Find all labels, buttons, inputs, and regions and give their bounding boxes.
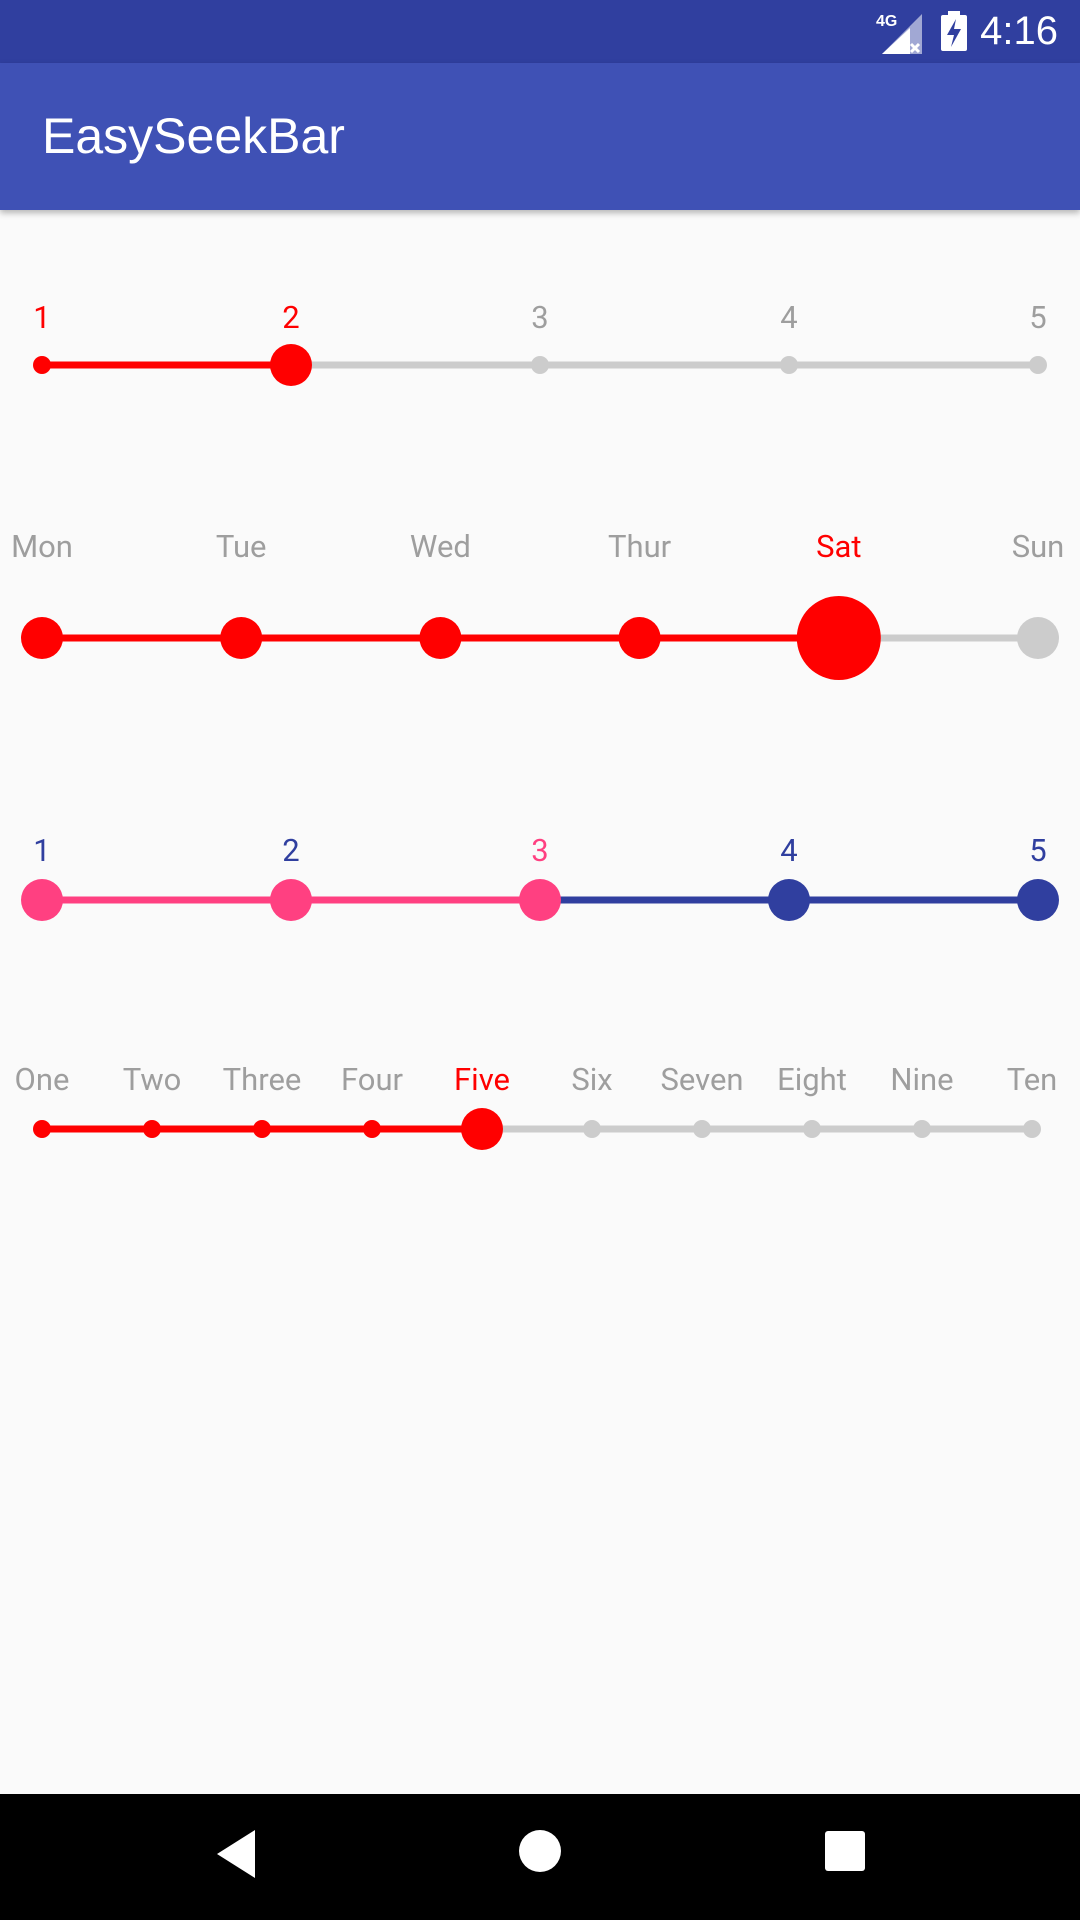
tick-label: Eight (777, 1061, 847, 1098)
tick-label: Four (341, 1061, 404, 1098)
status-time: 4:16 (980, 9, 1058, 53)
tick-dot[interactable] (33, 1120, 51, 1138)
back-icon[interactable] (211, 1824, 261, 1884)
tick-dot[interactable] (913, 1120, 931, 1138)
tick-dot[interactable] (1017, 879, 1059, 921)
tick-label: 4 (780, 832, 797, 869)
tick-dot[interactable] (21, 617, 63, 659)
tick-label: 5 (1029, 832, 1046, 869)
seekbar-thumb[interactable] (461, 1108, 503, 1150)
tick-label: 2 (282, 832, 299, 869)
navigation-bar (0, 1794, 1080, 1920)
tick-label: One (15, 1061, 70, 1098)
tick-label: Nine (890, 1061, 953, 1098)
tick-label: Seven (660, 1061, 743, 1098)
tick-dot[interactable] (768, 879, 810, 921)
tick-label: 2 (282, 299, 299, 336)
tick-label: Three (223, 1061, 302, 1098)
tick-label: 3 (531, 299, 548, 336)
tick-label: 5 (1029, 299, 1046, 336)
tick-label: 3 (531, 832, 548, 869)
app-bar: EasySeekBar (0, 63, 1080, 210)
tick-dot[interactable] (531, 356, 549, 374)
tick-label: Mon (11, 528, 73, 565)
tick-label: Sun (1012, 528, 1065, 565)
tick-dot[interactable] (583, 1120, 601, 1138)
tick-dot[interactable] (618, 617, 661, 659)
seekbar-number-words[interactable]: One Two Three Four Five Six Seven Eight Nine Ten (15, 1061, 1058, 1150)
seekbar-numbers[interactable]: 1 2 3 4 5 (33, 299, 1047, 386)
tick-dot[interactable] (419, 617, 462, 659)
tick-label: 1 (33, 299, 50, 336)
recents-icon[interactable] (825, 1831, 865, 1871)
tick-label: Ten (1007, 1061, 1058, 1098)
tick-label: Two (123, 1061, 182, 1098)
tick-dot[interactable] (270, 879, 312, 921)
tick-label: Five (454, 1061, 510, 1098)
app-title: EasySeekBar (42, 108, 345, 164)
tick-dot[interactable] (143, 1120, 161, 1138)
tick-dot[interactable] (33, 356, 51, 374)
tick-label: Six (571, 1061, 612, 1098)
tick-dot[interactable] (1017, 617, 1059, 659)
tick-dot[interactable] (1023, 1120, 1041, 1138)
seekbar-thumb[interactable] (519, 879, 561, 921)
signal-4g-icon: 4G (876, 13, 922, 54)
seekbar-thumb[interactable] (796, 596, 881, 680)
tick-label: Thur (608, 528, 672, 565)
tick-dot[interactable] (220, 617, 263, 659)
tick-label: 4 (780, 299, 797, 336)
status-bar: 4G 4:16 (0, 0, 1080, 63)
tick-dot[interactable] (693, 1120, 711, 1138)
tick-dot[interactable] (803, 1120, 821, 1138)
seekbar-thumb[interactable] (270, 344, 312, 386)
battery-charging-icon (941, 11, 967, 51)
tick-dot[interactable] (21, 879, 63, 921)
tick-label: 1 (33, 832, 50, 869)
tick-dot[interactable] (1029, 356, 1047, 374)
tick-label: Tue (216, 528, 267, 565)
seekbar-weekdays[interactable]: Mon Tue Wed Thur Sat Sun (11, 528, 1064, 680)
tick-label: Wed (410, 528, 471, 565)
tick-dot[interactable] (363, 1120, 381, 1138)
tick-dot[interactable] (253, 1120, 271, 1138)
tick-label: Sat (816, 528, 861, 565)
home-icon[interactable] (518, 1829, 562, 1873)
tick-dot[interactable] (780, 356, 798, 374)
seekbar-pink-blue[interactable]: 1 2 3 4 5 (21, 832, 1059, 921)
network-type-label: 4G (876, 13, 897, 30)
